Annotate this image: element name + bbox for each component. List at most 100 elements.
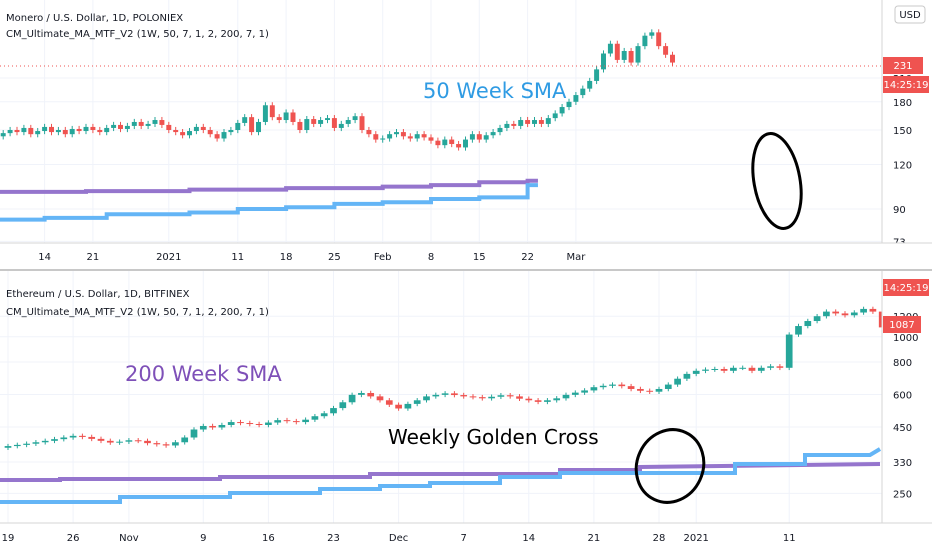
top-y-tick-3: 150 [893,126,912,137]
bottom-price-axis[interactable] [882,271,932,523]
top-indicator-label[interactable]: CM_Ultimate_MA_MTF_V2 (1W, 50, 7, 1, 2, … [6,29,269,40]
top-candle-body [373,134,379,140]
bot-candle-body [516,396,523,399]
bot-candle-body [664,384,672,389]
bot-candle-body [218,424,226,428]
bot-x-tick-3: 9 [200,533,206,544]
bottom-countdown-label: 14:25:19 [884,283,929,294]
bot-candle-body [97,438,105,441]
bot-candle-body [181,437,189,443]
top-candle-body [607,43,613,54]
bot-candle-body [69,435,77,438]
bot-candle-body [534,400,542,402]
bot-candle-body [739,367,747,369]
bot-candle-body [823,311,830,317]
bot-candle-body [227,422,235,425]
top-x-tick-0: 14 [38,252,51,263]
bot-candle-body [23,443,30,445]
top-candle-body [221,132,227,139]
top-candle-body [242,117,248,123]
top-candle-body [249,117,255,133]
bot-candle-body [832,311,840,314]
top-price-tag [883,57,923,74]
bot-candle-body [860,308,867,313]
bottom-x-ticks: 19 26 Nov 9 16 23 Dec 7 14 21 28 2021 11 [2,533,796,544]
top-candle-body [649,32,655,36]
currency-label: USD [899,10,921,21]
top-countdown-label: 14:25:19 [884,80,929,91]
bot-candle-body [190,429,198,438]
bot-candle-body [767,366,774,368]
bot-candle-body [376,396,384,401]
bot-x-tick-5: 23 [327,533,340,544]
top-x-tick-4: 18 [280,252,293,263]
top-x-tick-3: 11 [231,252,244,263]
bot-candle-body [804,321,812,327]
golden-cross-circle [634,428,706,504]
top-candle-body [21,127,27,133]
bot-candle-body [590,387,598,391]
top-candle-body [511,123,517,126]
bot-candle-body [553,398,561,401]
top-candle-body [387,134,393,139]
bot-candle-body [451,393,458,396]
bot-x-tick-7: 7 [461,533,467,544]
top-time-axis[interactable] [0,243,932,269]
currency-button[interactable] [894,5,926,24]
bot-candle-body [683,373,691,379]
top-x-ticks: 14 21 2021 11 18 25 Feb 8 15 22 Mar [38,252,586,263]
top-candle-body [228,130,234,133]
bot-y-tick-3: 600 [893,390,912,401]
top-candle-body [159,120,165,125]
bot-candle-body [330,408,337,414]
top-candle-body [235,122,241,130]
bot-candle-body [646,390,654,392]
bot-candle-body [395,404,402,409]
bot-candle-body [4,446,12,448]
top-sma200-line [0,178,538,194]
bottom-time-axis[interactable] [0,523,932,550]
top-candle-body [552,113,558,119]
top-price-axis[interactable] [882,0,932,243]
bot-y-tick-5: 1000 [893,333,918,344]
top-candle-body [118,124,123,129]
bot-candle-body [302,419,309,423]
top-candle-body [131,121,137,126]
bot-candle-body [720,368,728,371]
top-candle-body [663,46,669,55]
top-x-tick-7: 8 [428,252,434,263]
top-candle-body [518,120,524,126]
top-candle-body [331,118,337,128]
bottom-sma200-line [0,462,881,482]
bot-candle-body [153,443,161,445]
top-sma50-line [0,183,538,222]
bottom-indicator-label[interactable]: CM_Ultimate_MA_MTF_V2 (1W, 50, 7, 1, 2, … [6,307,269,318]
top-x-tick-2: 2021 [156,252,181,263]
bot-candle-body [497,395,505,397]
top-candle-body [283,112,289,121]
top-candle-body [621,51,627,60]
bot-candle-body [469,396,477,398]
bot-x-tick-4: 16 [262,533,275,544]
top-candle-body [97,130,103,133]
bot-candle-body [562,394,570,399]
top-candle-body [490,132,496,136]
top-candle-body [407,136,413,139]
bot-candle-body [292,421,300,423]
bottom-symbol-title[interactable]: Ethereum / U.S. Dollar, 1D, BITFINEX [6,289,190,300]
bot-candle-body [60,437,68,440]
top-candle-body [380,138,386,140]
top-symbol-title[interactable]: Monero / U.S. Dollar, 1D, POLONIEX [6,13,183,24]
top-candle-body [656,32,662,47]
bot-candle-body [106,440,114,443]
top-x-tick-6: Feb [374,252,392,263]
bottom-candles [4,306,886,451]
bot-candle-body [79,435,86,437]
bot-candle-body [711,368,719,370]
top-candle-body [180,132,186,136]
bot-candle-body [246,423,254,425]
top-candle-body [318,120,324,124]
bot-x-tick-9: 21 [588,533,601,544]
top-candle-body [111,124,117,128]
